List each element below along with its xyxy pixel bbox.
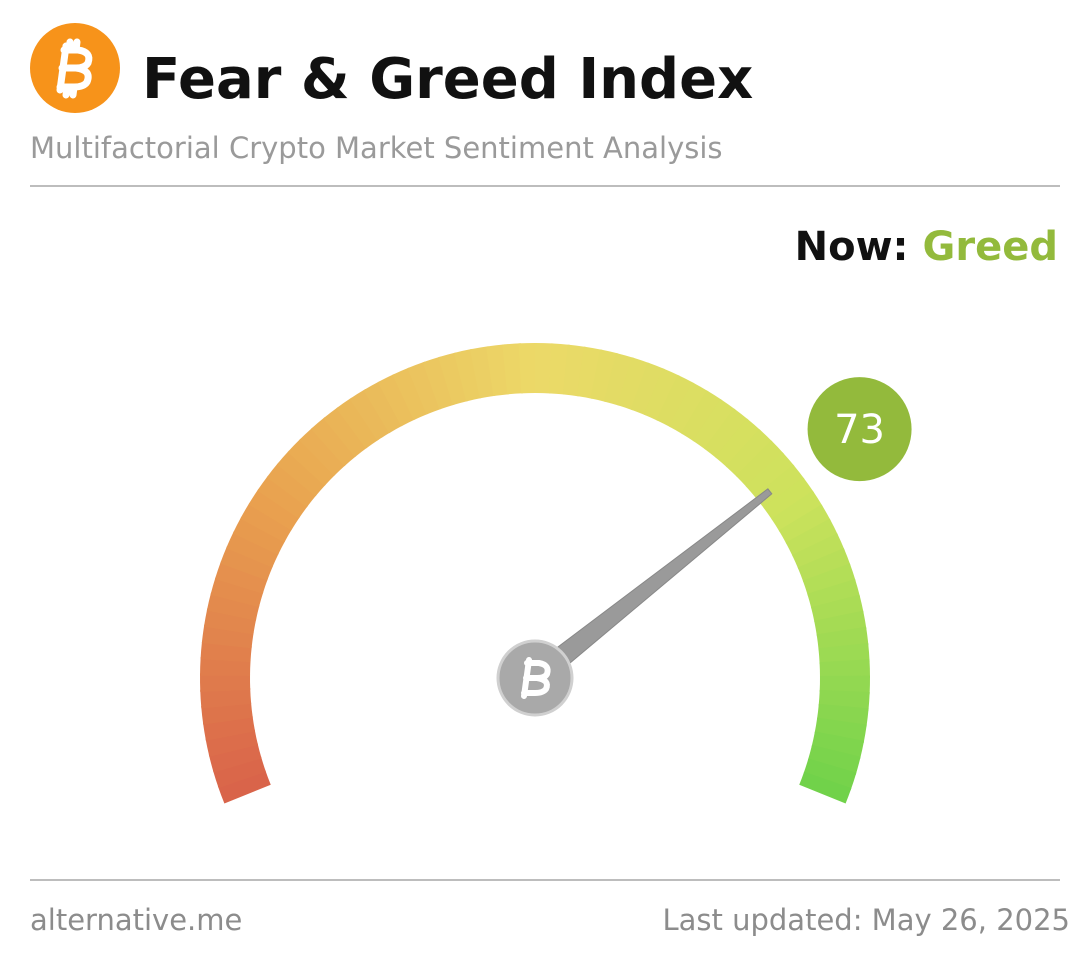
gauge-band <box>807 745 861 775</box>
gauge-band <box>240 502 293 543</box>
gauge-band <box>438 352 468 406</box>
gauge: 73 <box>199 343 912 804</box>
gauge-band <box>590 349 619 402</box>
gauge-band <box>407 361 442 415</box>
gauge-band <box>298 427 346 476</box>
gauge-band <box>217 769 271 804</box>
gauge-band <box>486 344 510 397</box>
gauge-band <box>745 452 795 498</box>
gauge-band <box>785 518 839 557</box>
gauge-band <box>576 346 603 399</box>
gauge-band <box>214 561 268 594</box>
classification: Greed <box>923 224 1058 270</box>
value-label: 73 <box>834 407 885 453</box>
gauge-band <box>200 687 252 709</box>
logo-glyph <box>56 38 93 99</box>
gauge-band <box>668 382 709 435</box>
gauge-band <box>803 758 857 791</box>
gauge-band <box>203 608 257 635</box>
gauge-band <box>771 490 823 533</box>
gauge-band <box>643 368 680 421</box>
gauge-band <box>201 701 253 725</box>
bitcoin-logo <box>30 23 120 113</box>
gauge-band <box>819 659 870 678</box>
gauge-band <box>715 418 761 468</box>
gauge-band <box>323 406 368 458</box>
gauge-band <box>735 440 784 488</box>
gauge-band <box>725 429 773 478</box>
gauge-band <box>200 656 251 677</box>
gauge-band <box>763 477 815 521</box>
hub-glyph <box>521 657 551 699</box>
gauge-band <box>248 488 300 531</box>
gauge-band <box>392 367 429 421</box>
gauge-band <box>802 563 856 596</box>
gauge-band <box>257 475 308 519</box>
gauge-band <box>349 389 391 441</box>
title: Fear & Greed Index <box>142 47 753 112</box>
gauge-band <box>617 357 650 411</box>
gauge-band <box>792 533 845 570</box>
value-badge <box>807 377 912 482</box>
gauge-band <box>603 352 635 406</box>
gauge-band <box>208 743 262 773</box>
gauge-band <box>220 546 274 581</box>
gauge-band <box>656 374 695 428</box>
gauge-band <box>818 642 870 665</box>
gauge-band <box>630 362 665 416</box>
gauge-band <box>310 416 357 467</box>
gauge-band <box>206 592 260 621</box>
gauge-band <box>819 675 870 695</box>
gauge-band <box>692 398 736 450</box>
gauge-band <box>502 343 524 395</box>
gauge-band <box>210 576 264 608</box>
gauge-band <box>799 771 852 804</box>
gauge-band <box>680 390 723 442</box>
gauge-band <box>811 594 864 623</box>
gauge-band <box>797 548 851 583</box>
gauge-band <box>811 731 865 760</box>
subtitle: Multifactorial Crypto Market Sentiment A… <box>30 131 723 165</box>
now-label: Now: <box>795 224 909 270</box>
gauge-band <box>199 673 251 693</box>
now-status: Now: Greed <box>795 224 1058 270</box>
gauge-band <box>518 343 538 394</box>
gauge-band <box>363 381 403 434</box>
gauge-band <box>276 450 326 497</box>
gauge-band <box>287 438 336 486</box>
gauge-band <box>377 373 416 427</box>
gauge-band <box>422 356 455 410</box>
gauge-band <box>814 717 867 744</box>
gauge-band <box>226 531 279 568</box>
gauge-band <box>232 516 286 555</box>
gauge-band <box>807 578 861 610</box>
gauge-band <box>336 397 379 449</box>
gauge-band <box>212 756 266 789</box>
gauge-band <box>266 462 317 508</box>
gauge-band <box>535 343 554 394</box>
gauge-band <box>778 504 831 545</box>
gauge-band <box>704 408 749 459</box>
source: alternative.me <box>30 903 242 937</box>
last-updated: Last updated: May 26, 2025 <box>662 903 1070 937</box>
